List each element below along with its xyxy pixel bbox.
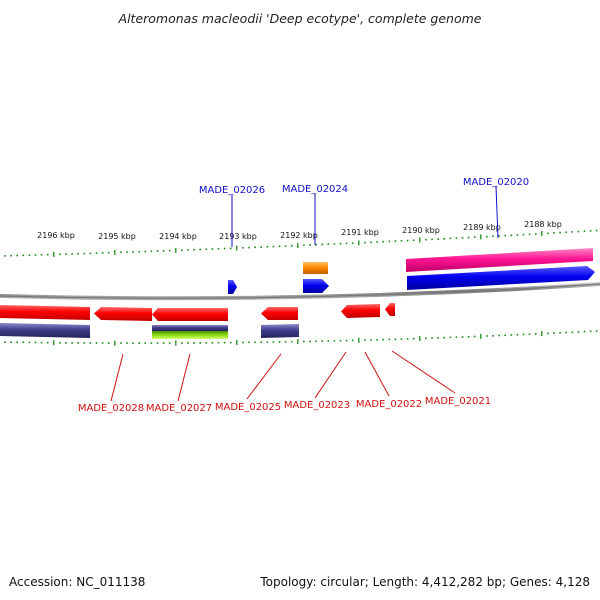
scale-label-2192: 2192 kbp	[280, 231, 318, 240]
scale-label-2194: 2194 kbp	[159, 232, 197, 241]
genome-backbone	[0, 282, 600, 301]
forward-features	[228, 248, 595, 294]
genome-summary-text: Topology: circular; Length: 4,412,282 bp…	[259, 575, 590, 589]
scale-label-2196: 2196 kbp	[37, 231, 75, 240]
feature-red-2[interactable]	[94, 307, 152, 321]
forward-tick-row	[4, 229, 598, 257]
accession-text: Accession: NC_011138	[9, 575, 145, 589]
leader-line-made-02027	[177, 353, 191, 402]
gene-label-made-02023[interactable]: MADE_02023	[284, 400, 350, 411]
feature-orange-rna[interactable]	[303, 262, 328, 274]
gene-label-made-02024[interactable]: MADE_02024	[282, 184, 348, 195]
feature-navy-left[interactable]	[0, 323, 90, 338]
scale-label-2193: 2193 kbp	[219, 232, 257, 241]
scale-label-2191: 2191 kbp	[341, 228, 379, 237]
scale-label-2188: 2188 kbp	[524, 220, 562, 229]
gene-label-made-02025[interactable]: MADE_02025	[215, 402, 281, 413]
feature-green-2[interactable]	[152, 331, 228, 339]
reverse-tick-row	[4, 330, 598, 346]
gene-label-made-02027[interactable]: MADE_02027	[146, 403, 212, 414]
reverse-gene-labels: MADE_02028 MADE_02027 MADE_02025 MADE_02…	[78, 350, 491, 414]
gene-label-made-02028[interactable]: MADE_02028	[78, 403, 144, 414]
feature-red-4[interactable]	[261, 307, 298, 320]
feature-navy-4[interactable]	[261, 324, 299, 338]
map-title: Alteromonas macleodii 'Deep ecotype', co…	[118, 11, 482, 26]
feature-red-left[interactable]	[0, 305, 90, 320]
scale-label-2190: 2190 kbp	[402, 226, 440, 235]
reverse-features	[0, 303, 395, 339]
leader-line-made-02025	[246, 353, 282, 400]
leader-line-made-02020	[495, 185, 499, 239]
gene-label-made-02026[interactable]: MADE_02026	[199, 185, 265, 196]
scale-label-2189: 2189 kbp	[463, 223, 501, 232]
gene-label-made-02021[interactable]: MADE_02021	[425, 396, 491, 407]
leader-line-made-02022	[364, 351, 390, 397]
genome-backbone-core	[0, 283, 600, 299]
scale-labels: 2196 kbp 2195 kbp 2194 kbp 2193 kbp 2192…	[37, 220, 562, 241]
leader-line-made-02028	[110, 353, 124, 402]
leader-line-made-02023	[314, 351, 347, 399]
feature-navy-2[interactable]	[152, 325, 228, 331]
feature-red-3[interactable]	[152, 308, 228, 321]
forward-gene-labels: MADE_02026 MADE_02024 MADE_02020	[199, 177, 529, 247]
gene-label-made-02022[interactable]: MADE_02022	[356, 399, 422, 410]
feature-blue-arrow-mid[interactable]	[303, 279, 329, 293]
feature-blue-arrow-small[interactable]	[228, 280, 237, 294]
feature-red-6[interactable]	[385, 303, 395, 316]
feature-blue-long[interactable]	[407, 266, 595, 290]
leader-line-made-02021	[391, 350, 456, 394]
gene-label-made-02020[interactable]: MADE_02020	[463, 177, 529, 188]
feature-red-5[interactable]	[341, 304, 380, 318]
scale-label-2195: 2195 kbp	[98, 232, 136, 241]
feature-pink-long[interactable]	[406, 248, 593, 272]
